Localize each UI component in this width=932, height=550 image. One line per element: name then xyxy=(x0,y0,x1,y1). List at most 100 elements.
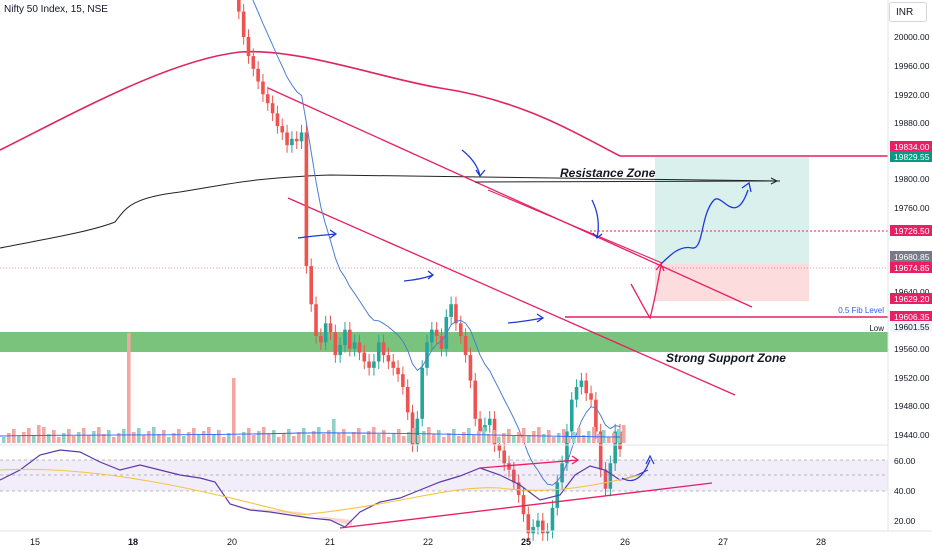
candle xyxy=(502,450,506,464)
candle xyxy=(569,399,574,432)
y-tick-label: 20000.00 xyxy=(894,32,930,42)
volume-bar xyxy=(212,434,216,443)
volume-bar xyxy=(287,429,291,443)
candle xyxy=(386,355,391,362)
volume-bar xyxy=(147,431,151,443)
volume-bar xyxy=(217,430,221,443)
price-badge-value: 19680.85 xyxy=(894,252,930,262)
candle xyxy=(328,323,333,333)
candle xyxy=(541,520,545,534)
volume-bar xyxy=(612,433,616,443)
volume-bar xyxy=(117,433,121,443)
candle xyxy=(290,138,294,146)
volume-bar xyxy=(317,427,321,443)
rsi-trendline xyxy=(339,482,713,529)
price-badge-value: 19829.55 xyxy=(894,152,930,162)
y-tick-label: 19640.00 xyxy=(894,287,930,297)
volume-bar xyxy=(472,435,476,443)
projection-arrow xyxy=(659,181,752,266)
x-tick-label: 22 xyxy=(423,537,433,547)
stop-zone xyxy=(655,264,809,301)
volume-bar xyxy=(177,429,181,443)
volume-bar xyxy=(572,432,576,443)
volume-bar xyxy=(52,430,56,443)
volume-bar xyxy=(127,333,131,443)
volume-bar xyxy=(407,432,411,443)
volume-bar xyxy=(132,432,136,443)
candle xyxy=(439,336,444,349)
volume-bar xyxy=(352,432,356,443)
price-badge-value: 19629.20 xyxy=(894,294,930,304)
candle xyxy=(425,342,429,368)
y-tick-label: 19920.00 xyxy=(894,90,930,100)
price-badge xyxy=(890,321,932,332)
volume-bar xyxy=(577,428,581,443)
candle xyxy=(613,431,617,464)
volume-bar xyxy=(397,429,401,443)
candle xyxy=(598,431,603,470)
candle xyxy=(589,393,593,400)
x-tick-label: 25 xyxy=(521,537,531,547)
candle xyxy=(545,530,550,534)
arrow-icon xyxy=(461,149,486,178)
candle xyxy=(270,103,275,114)
volume-bar xyxy=(592,427,596,443)
volume-bar xyxy=(197,435,201,443)
candle xyxy=(584,380,589,394)
bounce-arrow xyxy=(630,262,665,320)
channel-lower xyxy=(287,197,736,396)
candle xyxy=(338,344,342,356)
low-label: Low xyxy=(869,324,884,333)
candle xyxy=(449,304,453,317)
currency-button[interactable]: INR xyxy=(889,2,927,22)
volume-bar xyxy=(527,435,531,443)
candle xyxy=(434,329,439,337)
volume-bar xyxy=(517,432,521,443)
volume-bar xyxy=(32,435,36,443)
volume-bar xyxy=(2,437,6,443)
volume-bar xyxy=(72,436,76,443)
volume-bar xyxy=(347,436,351,443)
candle xyxy=(367,361,371,368)
candle xyxy=(458,323,463,337)
target-zone xyxy=(655,157,809,264)
volume-bar xyxy=(487,434,491,443)
candle xyxy=(497,444,502,451)
volume-bar xyxy=(37,425,41,443)
price-badge-value: 19606.35 xyxy=(894,312,930,322)
volume-bar xyxy=(442,437,446,443)
volume-bar xyxy=(242,432,246,443)
candle xyxy=(401,374,405,387)
y-tick-label: 19560.00 xyxy=(894,344,930,354)
candle xyxy=(261,81,265,95)
volume-bar xyxy=(137,428,141,443)
volume-bar xyxy=(47,434,51,443)
support-zone-band xyxy=(0,332,888,352)
volume-bar xyxy=(417,435,421,443)
symbol-title: Nifty 50 Index, 15, NSE xyxy=(4,4,108,15)
candle xyxy=(415,418,420,445)
arrow-icon xyxy=(297,229,338,239)
volume-bar xyxy=(102,434,106,443)
candle xyxy=(333,332,338,356)
candle xyxy=(348,329,352,349)
candle xyxy=(531,526,535,534)
candle xyxy=(507,463,511,470)
candle xyxy=(526,514,531,534)
volume-bar xyxy=(7,433,11,443)
volume-bar xyxy=(412,428,416,443)
candle xyxy=(314,304,318,337)
volume-bar xyxy=(302,428,306,443)
x-tick-label: 20 xyxy=(227,537,237,547)
price-badge-value: 19726.50 xyxy=(894,226,930,236)
price-badge-value: 19601.55 xyxy=(894,322,930,332)
volume-bar xyxy=(112,437,116,443)
candle xyxy=(516,482,521,496)
rsi-divergence-arrow xyxy=(479,455,580,469)
volume-bar xyxy=(467,428,471,443)
candle xyxy=(550,507,555,531)
volume-bar xyxy=(67,429,71,443)
volume-bar xyxy=(512,436,516,443)
price-badge-value: 19674.85 xyxy=(894,263,930,273)
